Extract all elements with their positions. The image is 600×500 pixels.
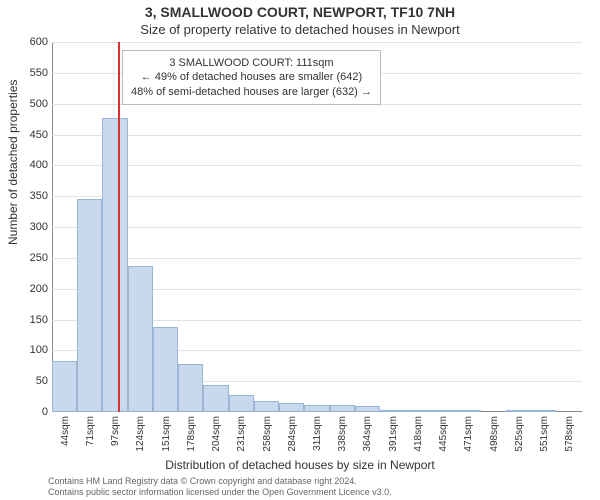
attribution-line-2: Contains public sector information licen… — [48, 487, 392, 497]
y-tick-label: 250 — [30, 252, 48, 264]
histogram-bar — [128, 266, 153, 412]
x-tick-label: 364sqm — [362, 416, 373, 452]
histogram-bar — [330, 405, 355, 412]
x-tick-label: 498sqm — [489, 416, 500, 452]
property-callout: 3 SMALLWOOD COURT: 111sqm← 49% of detach… — [122, 50, 381, 105]
x-tick-label: 151sqm — [161, 416, 172, 452]
histogram-bar — [77, 199, 102, 412]
histogram-bar — [405, 410, 430, 412]
x-tick-label: 391sqm — [388, 416, 399, 452]
gridline — [52, 258, 582, 259]
x-axis-label: Distribution of detached houses by size … — [0, 458, 600, 472]
x-tick-label: 178sqm — [186, 416, 197, 452]
x-tick-label: 284sqm — [287, 416, 298, 452]
histogram-bar — [506, 410, 531, 412]
gridline — [52, 42, 582, 43]
y-tick-label: 600 — [30, 36, 48, 48]
histogram-bar — [431, 410, 456, 412]
y-tick-label: 300 — [30, 221, 48, 233]
y-tick-label: 200 — [30, 283, 48, 295]
chart-title-address: 3, SMALLWOOD COURT, NEWPORT, TF10 7NH — [0, 4, 600, 20]
x-tick-label: 258sqm — [262, 416, 273, 452]
y-tick-label: 150 — [30, 314, 48, 326]
x-tick-label: 338sqm — [337, 416, 348, 452]
x-tick-label: 578sqm — [564, 416, 575, 452]
histogram-bar — [279, 403, 304, 412]
x-tick-label: 551sqm — [539, 416, 550, 452]
histogram-bar — [229, 395, 254, 412]
x-tick-label: 418sqm — [413, 416, 424, 452]
histogram-bar — [52, 361, 77, 412]
y-tick-label: 450 — [30, 129, 48, 141]
gridline — [52, 227, 582, 228]
callout-line-2: ← 49% of detached houses are smaller (64… — [131, 70, 372, 84]
x-tick-label: 311sqm — [312, 416, 323, 451]
y-tick-label: 350 — [30, 190, 48, 202]
histogram-bar — [203, 385, 228, 412]
attribution-text: Contains HM Land Registry data © Crown c… — [48, 476, 392, 497]
gridline — [52, 165, 582, 166]
x-tick-label: 71sqm — [85, 416, 96, 446]
callout-line-1: 3 SMALLWOOD COURT: 111sqm — [131, 56, 372, 70]
x-tick-label: 124sqm — [135, 416, 146, 452]
histogram-bar — [153, 327, 178, 412]
y-tick-label: 500 — [30, 98, 48, 110]
x-tick-label: 525sqm — [514, 416, 525, 452]
histogram-bar — [304, 405, 329, 412]
y-tick-label: 400 — [30, 159, 48, 171]
attribution-line-1: Contains HM Land Registry data © Crown c… — [48, 476, 392, 486]
x-tick-label: 44sqm — [60, 416, 71, 446]
gridline — [52, 135, 582, 136]
x-tick-label: 471sqm — [463, 416, 474, 452]
callout-line-3: 48% of semi-detached houses are larger (… — [131, 85, 372, 99]
gridline — [52, 196, 582, 197]
chart-title-subtitle: Size of property relative to detached ho… — [0, 22, 600, 37]
x-tick-label: 97sqm — [110, 416, 121, 446]
histogram-bar — [178, 364, 203, 412]
property-marker-line — [118, 42, 120, 412]
histogram-bar — [532, 410, 557, 412]
plot-area: 05010015020025030035040045050055060044sq… — [52, 42, 582, 412]
y-axis-label: Number of detached properties — [6, 80, 20, 245]
histogram-bar — [102, 118, 127, 412]
histogram-bar — [380, 410, 405, 412]
y-tick-label: 550 — [30, 67, 48, 79]
y-tick-label: 100 — [30, 344, 48, 356]
x-tick-label: 231sqm — [236, 416, 247, 452]
y-tick-label: 0 — [42, 406, 48, 418]
histogram-bar — [254, 401, 279, 412]
histogram-bar — [456, 410, 481, 412]
histogram-bar — [355, 406, 380, 412]
y-tick-label: 50 — [36, 375, 48, 387]
x-tick-label: 204sqm — [211, 416, 222, 452]
x-tick-label: 445sqm — [438, 416, 449, 452]
